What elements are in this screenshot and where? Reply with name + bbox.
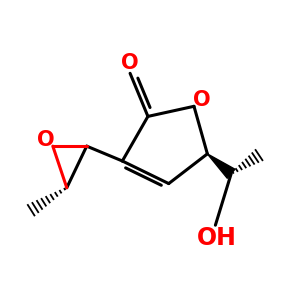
Polygon shape	[207, 154, 235, 178]
Text: O: O	[121, 53, 139, 73]
Text: O: O	[37, 130, 54, 150]
Text: OH: OH	[197, 226, 237, 250]
Text: O: O	[193, 90, 210, 110]
